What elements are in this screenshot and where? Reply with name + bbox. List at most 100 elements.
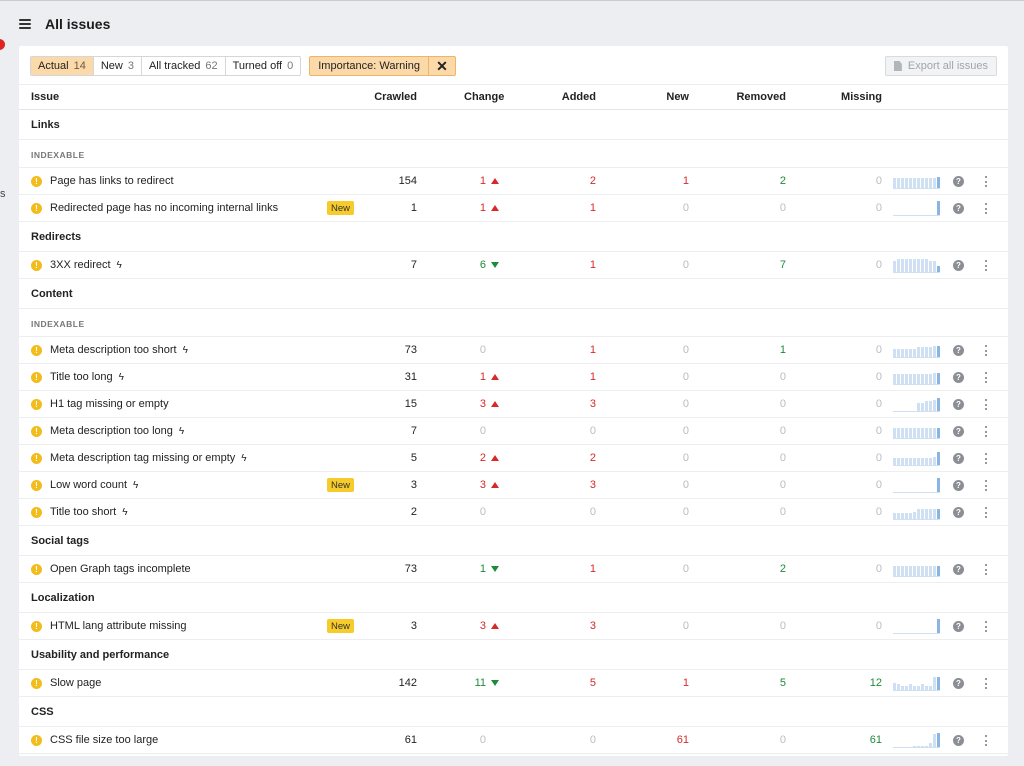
more-options-icon[interactable] [982,175,990,188]
issue-name[interactable]: HTML lang attribute missing [50,620,187,632]
more-options-icon[interactable] [982,479,990,492]
new-value[interactable]: 0 [682,344,689,356]
help-icon[interactable]: ? [953,260,964,271]
table-row[interactable]: ! Meta description too short ϟ 73 0 1 0 1 0? [19,337,1008,364]
added-value[interactable]: 3 [589,479,596,491]
filter-tab-new[interactable]: New 3 [94,57,142,75]
missing-value[interactable]: 0 [875,506,882,518]
missing-value[interactable]: 0 [875,452,882,464]
close-icon[interactable]: ✕ [436,57,448,74]
table-row[interactable]: ! HTML lang attribute missing New 3 3 3 0 0 0? [19,613,1008,640]
help-icon[interactable]: ? [953,176,964,187]
issue-cell[interactable]: ! CSS file size too large [31,727,158,753]
col-crawled[interactable]: Crawled [374,91,417,103]
help-icon[interactable]: ? [953,735,964,746]
issue-cell[interactable]: ! Title too long ϟ [31,364,124,390]
issue-cell[interactable]: ! H1 tag missing or empty [31,391,169,417]
help-icon[interactable]: ? [953,453,964,464]
issue-name[interactable]: Redirected page has no incoming internal… [50,202,279,214]
crawled-value[interactable]: 1 [410,202,417,214]
more-options-icon[interactable] [982,506,990,519]
table-row[interactable]: ! Meta description tag missing or empty ϟ 5… [19,445,1008,472]
new-value[interactable]: 0 [682,425,689,437]
table-row[interactable]: ! Low word count ϟ New 3 3 3 0 0 0? [19,472,1008,499]
col-missing[interactable]: Missing [841,91,882,103]
table-row[interactable]: ! Redirected page has no incoming interna… [19,195,1008,222]
table-row[interactable]: ! Title too short ϟ 2 0 0 0 0 0? [19,499,1008,526]
issue-cell[interactable]: ! Page has links to redirect [31,168,174,194]
export-all-issues-button[interactable]: Export all issues [884,56,997,76]
added-value[interactable]: 0 [589,425,596,437]
more-options-icon[interactable] [982,344,990,357]
col-new[interactable]: New [666,91,689,103]
new-value[interactable]: 0 [682,452,689,464]
filter-tab-turned-off[interactable]: Turned off 0 [226,57,301,75]
help-icon[interactable]: ? [953,426,964,437]
new-value[interactable]: 1 [682,677,689,689]
removed-value[interactable]: 0 [779,202,786,214]
missing-value[interactable]: 0 [875,175,882,187]
removed-value[interactable]: 0 [779,398,786,410]
removed-value[interactable]: 1 [779,344,786,356]
more-options-icon[interactable] [982,398,990,411]
missing-value[interactable]: 0 [875,479,882,491]
hamburger-icon[interactable] [19,19,31,29]
crawled-value[interactable]: 7 [410,259,417,271]
new-value[interactable]: 0 [682,371,689,383]
added-value[interactable]: 2 [589,175,596,187]
removed-value[interactable]: 0 [779,371,786,383]
added-value[interactable]: 5 [589,677,596,689]
removed-value[interactable]: 7 [779,259,786,271]
missing-value[interactable]: 0 [875,371,882,383]
crawled-value[interactable]: 61 [404,734,417,746]
new-value[interactable]: 0 [682,620,689,632]
added-value[interactable]: 0 [589,506,596,518]
filter-tab-actual[interactable]: Actual 14 [31,57,94,75]
table-row[interactable]: ! Slow page 142 11 5 1 5 12? [19,670,1008,697]
issue-name[interactable]: Title too short [50,506,117,518]
new-value[interactable]: 0 [682,202,689,214]
help-icon[interactable]: ? [953,399,964,410]
crawled-value[interactable]: 3 [410,620,417,632]
col-issue[interactable]: Issue [31,91,60,103]
issue-name[interactable]: Page has links to redirect [50,175,174,187]
issue-name[interactable]: Low word count [50,479,128,491]
col-removed[interactable]: Removed [736,91,786,103]
more-options-icon[interactable] [982,425,990,438]
help-icon[interactable]: ? [953,480,964,491]
issue-name[interactable]: Meta description tag missing or empty [50,452,236,464]
help-icon[interactable]: ? [953,372,964,383]
more-options-icon[interactable] [982,371,990,384]
table-row[interactable]: ! H1 tag missing or empty 15 3 3 0 0 0? [19,391,1008,418]
filter-tab-all-tracked[interactable]: All tracked 62 [142,57,226,75]
removed-value[interactable]: 0 [779,452,786,464]
added-value[interactable]: 3 [589,398,596,410]
issue-name[interactable]: Meta description too long [50,425,173,437]
missing-value[interactable]: 61 [869,734,882,746]
new-value[interactable]: 1 [682,175,689,187]
missing-value[interactable]: 0 [875,620,882,632]
col-change[interactable]: Change [464,91,505,103]
help-icon[interactable]: ? [953,507,964,518]
issue-name[interactable]: 3XX redirect [50,259,111,271]
new-value[interactable]: 61 [676,734,689,746]
new-value[interactable]: 0 [682,506,689,518]
issue-cell[interactable]: ! Low word count ϟ [31,472,138,498]
added-value[interactable]: 1 [589,344,596,356]
crawled-value[interactable]: 15 [404,398,417,410]
added-value[interactable]: 1 [589,202,596,214]
issue-cell[interactable]: ! Meta description too short ϟ [31,337,188,363]
crawled-value[interactable]: 5 [410,452,417,464]
missing-value[interactable]: 0 [875,425,882,437]
help-icon[interactable]: ? [953,345,964,356]
issue-cell[interactable]: ! Slow page [31,670,101,696]
new-value[interactable]: 0 [682,479,689,491]
col-added[interactable]: Added [561,91,596,103]
new-value[interactable]: 0 [682,398,689,410]
added-value[interactable]: 2 [589,452,596,464]
crawled-value[interactable]: 142 [398,677,417,689]
issue-cell[interactable]: ! Title too short ϟ [31,499,128,525]
missing-value[interactable]: 0 [875,563,882,575]
new-value[interactable]: 0 [682,259,689,271]
table-row[interactable]: ! CSS file size too large 61 0 0 61 0 61? [19,727,1008,754]
